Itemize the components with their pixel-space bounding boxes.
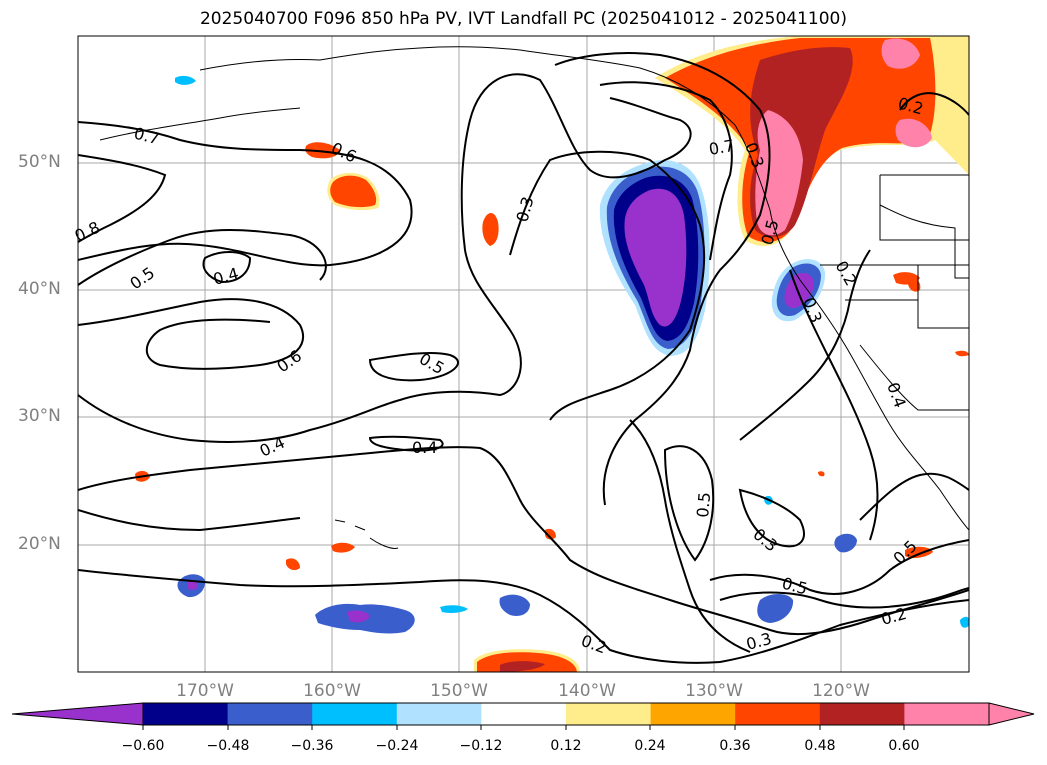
- lon-label: 140°W: [558, 681, 616, 701]
- colorbar-box: [396, 703, 482, 725]
- lon-label: 120°W: [812, 681, 870, 701]
- contour-label: 0.6: [273, 346, 305, 376]
- colorbar-tick-label: 0.12: [550, 738, 582, 754]
- colorbar-tick-label: 0.60: [888, 738, 920, 754]
- contour-label: 0.7: [132, 124, 162, 149]
- plot-title: 2025040700 F096 850 hPa PV, IVT Landfall…: [199, 9, 847, 29]
- contour-label: 0.4: [883, 380, 910, 410]
- colorbar-box: [735, 703, 821, 725]
- contour-label: 0.5: [693, 491, 714, 518]
- contour-label: 0.5: [889, 536, 920, 567]
- contour-label: 0.8: [72, 218, 103, 246]
- colorbar-extend-left: [12, 703, 143, 725]
- colorbar-box: [566, 703, 652, 725]
- lat-label: 30°N: [18, 406, 61, 426]
- colorbar-tick-label: 0.48: [804, 738, 836, 754]
- colorbar-box: [143, 703, 229, 725]
- colorbar-tick-label: −0.12: [459, 738, 503, 754]
- graticule: [78, 36, 969, 672]
- contour-label: 0.3: [749, 525, 781, 556]
- colorbar-extend-right: [989, 703, 1034, 725]
- colorbar-tick-label: −0.60: [121, 738, 165, 754]
- lon-label: 150°W: [430, 681, 488, 701]
- colorbar: [11, 702, 1035, 730]
- pv-contours: [78, 52, 969, 664]
- colorbar-box: [904, 703, 990, 725]
- contour-label: 0.3: [513, 195, 538, 225]
- ivt-positive-northwest: [655, 36, 969, 246]
- colorbar-tick-label: 0.24: [634, 738, 666, 754]
- lon-label: 130°W: [685, 681, 743, 701]
- contour-label: 0.4: [412, 438, 437, 457]
- lon-label: 160°W: [303, 681, 361, 701]
- contour-label: 0.2: [832, 258, 861, 290]
- contour-label: 0.3: [799, 295, 826, 325]
- contour-label: 0.7: [707, 136, 735, 159]
- lon-label: 170°W: [176, 681, 234, 701]
- contour-label: 0.5: [126, 263, 158, 293]
- contour-label: 0.2: [579, 631, 609, 658]
- colorbar-box: [312, 703, 398, 725]
- colorbar-boxes: [143, 703, 990, 725]
- colorbar-tick-label: 0.36: [719, 738, 751, 754]
- colorbar-box: [227, 703, 313, 725]
- coastlines: [99, 46, 969, 549]
- colorbar-tick-label: −0.48: [206, 738, 250, 754]
- map-area: [78, 36, 969, 672]
- contour-label: 0.4: [211, 264, 241, 289]
- ivt-negative-center: [175, 75, 969, 634]
- colorbar-tick-label: −0.24: [375, 738, 419, 754]
- lat-label: 40°N: [18, 279, 61, 299]
- colorbar-box: [819, 703, 905, 725]
- lat-label: 20°N: [18, 534, 61, 554]
- colorbar-box: [481, 703, 567, 725]
- ivt-positive-blobs: [135, 142, 969, 672]
- colorbar-tick-label: −0.36: [290, 738, 334, 754]
- lat-label: 50°N: [18, 152, 61, 172]
- contour-label: 0.6: [328, 138, 359, 166]
- map-frame: [77, 35, 970, 673]
- colorbar-box: [650, 703, 736, 725]
